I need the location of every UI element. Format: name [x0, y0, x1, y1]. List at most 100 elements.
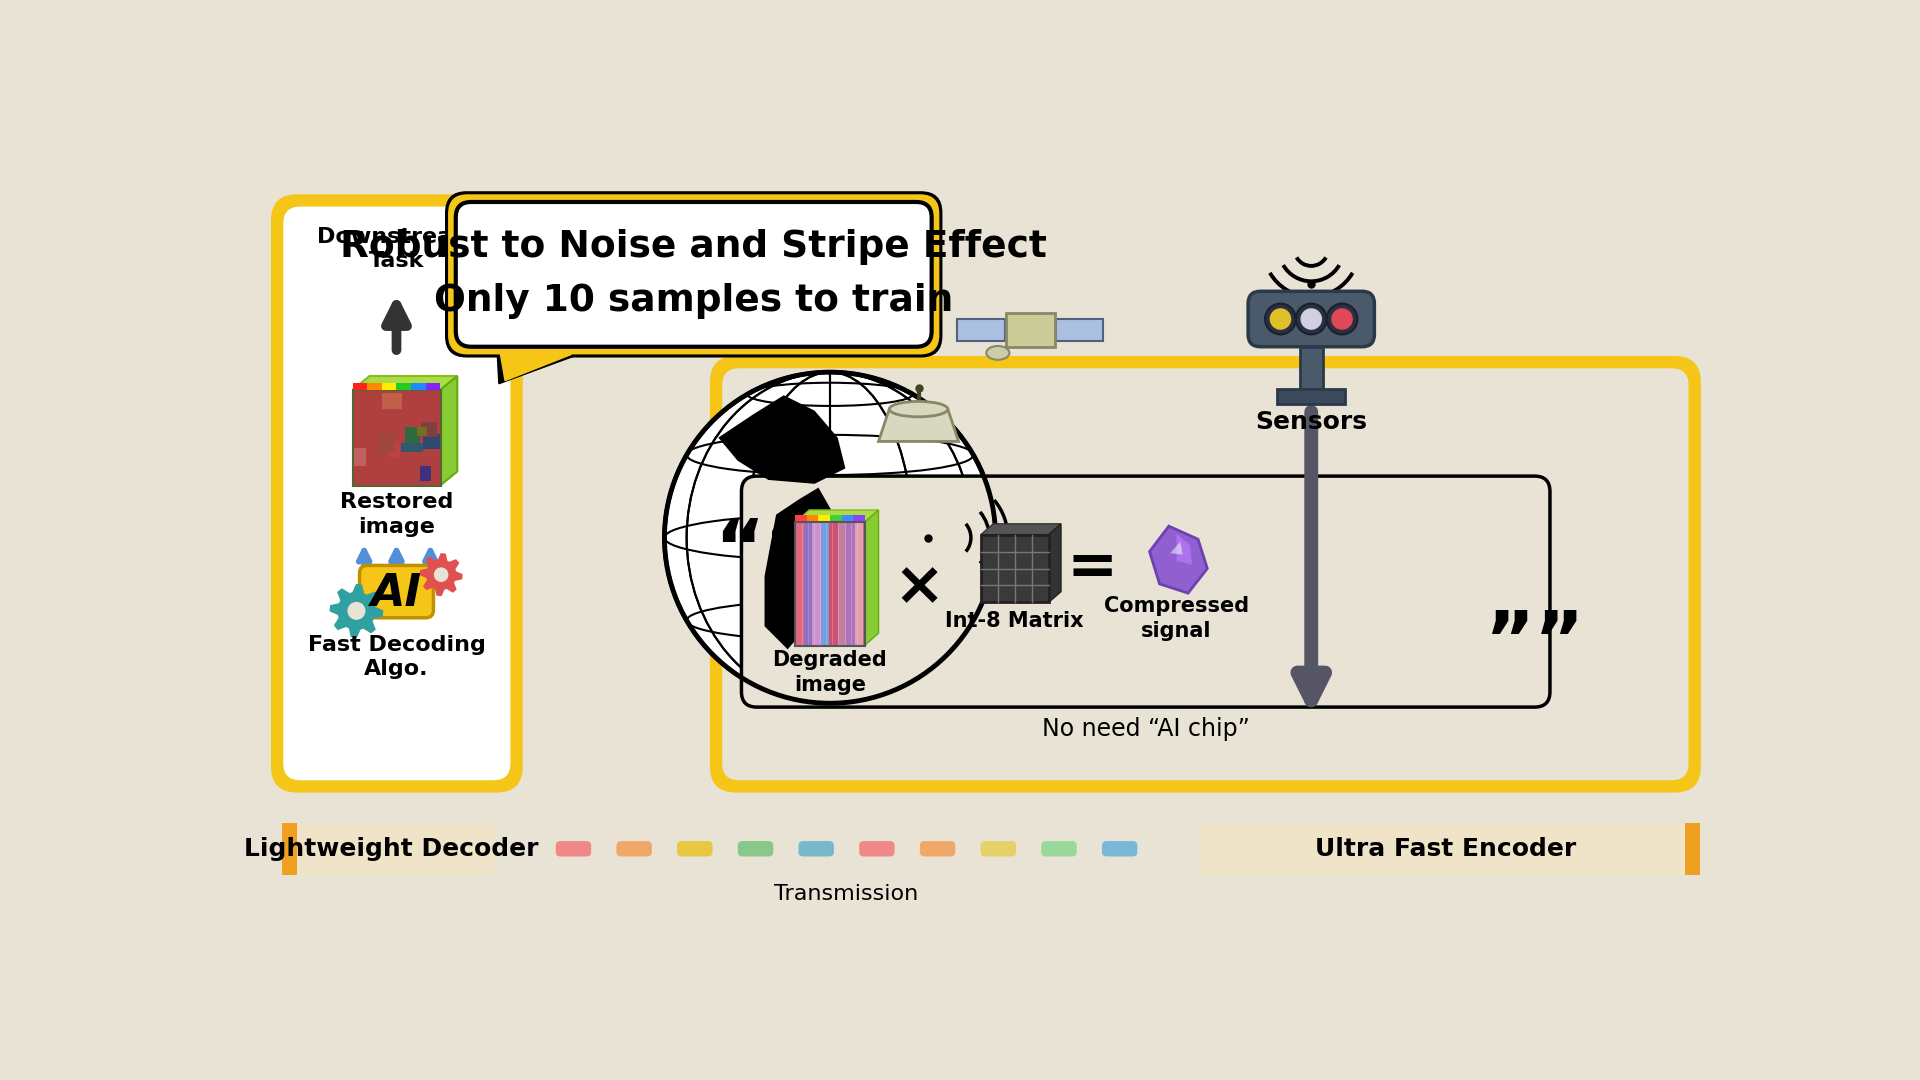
Circle shape	[1331, 308, 1354, 329]
Polygon shape	[795, 510, 879, 523]
FancyBboxPatch shape	[284, 206, 511, 780]
Bar	[837, 523, 847, 646]
Bar	[397, 383, 411, 390]
Circle shape	[1300, 308, 1323, 329]
Text: AI: AI	[371, 571, 422, 615]
Circle shape	[434, 568, 447, 581]
Bar	[378, 433, 396, 453]
Bar	[382, 393, 401, 409]
Bar	[367, 383, 382, 390]
FancyBboxPatch shape	[616, 841, 653, 856]
Ellipse shape	[889, 402, 948, 417]
Text: Fast Decoding
Algo.: Fast Decoding Algo.	[307, 635, 486, 679]
Text: =: =	[1066, 539, 1117, 598]
FancyBboxPatch shape	[858, 841, 895, 856]
Text: Ultra Fast Encoder: Ultra Fast Encoder	[1315, 837, 1576, 861]
Polygon shape	[1150, 526, 1208, 593]
Text: Robust to Noise and Stripe Effect
Only 10 samples to train: Robust to Noise and Stripe Effect Only 1…	[340, 229, 1046, 320]
Bar	[282, 823, 493, 875]
FancyBboxPatch shape	[981, 841, 1016, 856]
FancyBboxPatch shape	[445, 191, 943, 357]
Polygon shape	[879, 409, 958, 442]
Bar	[353, 390, 442, 486]
Ellipse shape	[987, 346, 1010, 360]
Bar	[282, 823, 298, 875]
FancyBboxPatch shape	[1102, 841, 1137, 856]
Bar	[1056, 319, 1104, 340]
Text: Lightweight Decoder: Lightweight Decoder	[244, 837, 540, 861]
Text: No need “AI chip”: No need “AI chip”	[1043, 717, 1250, 741]
Bar	[426, 383, 440, 390]
Bar	[829, 523, 837, 646]
FancyBboxPatch shape	[741, 476, 1549, 707]
Text: ×: ×	[893, 558, 945, 618]
FancyBboxPatch shape	[722, 368, 1688, 780]
Bar	[841, 515, 852, 523]
Bar	[382, 383, 397, 390]
Bar	[411, 383, 426, 390]
Polygon shape	[864, 510, 879, 646]
Bar	[818, 515, 829, 523]
Bar	[956, 319, 1004, 340]
Polygon shape	[353, 376, 457, 390]
Bar	[353, 447, 367, 467]
FancyBboxPatch shape	[271, 194, 522, 793]
FancyBboxPatch shape	[1041, 841, 1077, 856]
Polygon shape	[718, 395, 845, 484]
Text: Downstream
Task: Downstream Task	[317, 227, 476, 271]
Text: Int-8 Matrix: Int-8 Matrix	[945, 611, 1085, 631]
Text: Compressed
signal: Compressed signal	[1104, 596, 1250, 640]
FancyBboxPatch shape	[799, 841, 833, 856]
Bar	[401, 443, 422, 453]
Polygon shape	[1177, 534, 1192, 565]
Bar	[1300, 347, 1323, 389]
FancyBboxPatch shape	[447, 194, 939, 354]
Bar	[1277, 389, 1346, 405]
Polygon shape	[420, 554, 463, 595]
Bar	[829, 515, 841, 523]
Text: Transmission: Transmission	[774, 885, 918, 904]
Bar	[795, 523, 864, 646]
Bar	[854, 523, 864, 646]
Circle shape	[1327, 303, 1357, 335]
FancyBboxPatch shape	[920, 841, 956, 856]
Polygon shape	[1048, 524, 1062, 603]
Circle shape	[664, 373, 996, 703]
Polygon shape	[764, 488, 833, 649]
Text: Degraded
image: Degraded image	[772, 650, 887, 694]
FancyBboxPatch shape	[737, 841, 774, 856]
Bar	[420, 422, 436, 436]
Bar	[353, 383, 367, 390]
Text: Restored
image: Restored image	[340, 492, 453, 537]
Bar	[981, 535, 1048, 603]
Bar	[795, 515, 806, 523]
Polygon shape	[1171, 541, 1183, 555]
Polygon shape	[440, 376, 457, 485]
FancyBboxPatch shape	[1248, 292, 1375, 347]
Text: Sensors: Sensors	[1256, 410, 1367, 434]
Text: ””: ””	[1484, 608, 1584, 683]
Bar	[820, 523, 829, 646]
Bar	[847, 523, 854, 646]
Bar	[1006, 313, 1054, 347]
Circle shape	[1296, 303, 1327, 335]
Bar	[795, 523, 804, 646]
Bar	[424, 434, 440, 449]
Polygon shape	[497, 356, 574, 383]
Bar	[804, 523, 812, 646]
Bar	[795, 523, 864, 646]
Bar	[417, 427, 426, 436]
FancyBboxPatch shape	[710, 356, 1701, 793]
Bar	[806, 515, 818, 523]
Bar	[1684, 823, 1699, 875]
Circle shape	[1269, 308, 1292, 329]
Text: ““: ““	[714, 516, 814, 590]
FancyBboxPatch shape	[455, 202, 931, 347]
Circle shape	[1265, 303, 1296, 335]
FancyBboxPatch shape	[359, 566, 434, 618]
Polygon shape	[501, 354, 572, 380]
FancyBboxPatch shape	[678, 841, 712, 856]
Bar	[852, 515, 864, 523]
Bar	[812, 523, 820, 646]
Bar	[420, 467, 432, 482]
